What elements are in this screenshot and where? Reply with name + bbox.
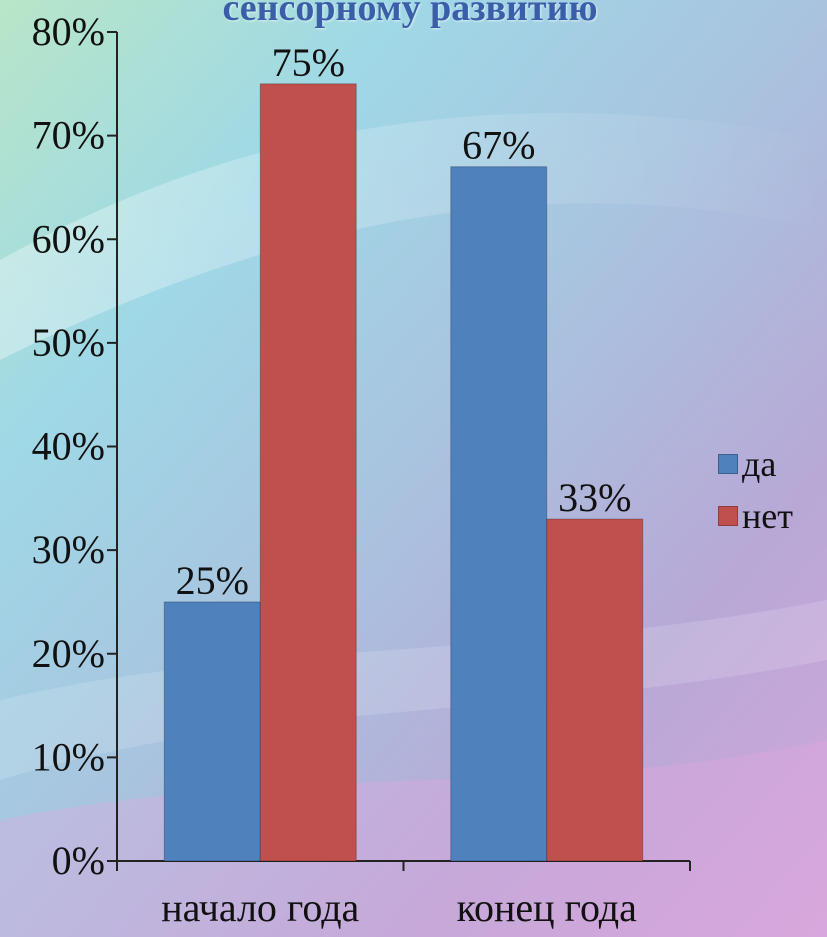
y-tick-label: 10%	[32, 734, 105, 779]
bar	[546, 518, 644, 862]
data-label: 33%	[558, 475, 631, 520]
y-tick-label: 20%	[32, 631, 105, 676]
legend-label-net: нет	[742, 496, 793, 536]
y-tick-label: 40%	[32, 424, 105, 469]
chart-title: сенсорному развитию	[222, 0, 598, 29]
y-tick-label: 60%	[32, 216, 105, 261]
bar	[259, 83, 357, 862]
y-tick-label: 30%	[32, 527, 105, 572]
bar	[163, 601, 261, 862]
legend-item-net: нет	[718, 490, 793, 542]
legend-label-da: да	[742, 444, 777, 484]
data-label: 75%	[272, 40, 345, 85]
chart-legend: да нет	[718, 438, 793, 542]
y-tick-label: 50%	[32, 320, 105, 365]
y-tick-label: 80%	[32, 9, 105, 54]
data-label: 67%	[462, 123, 535, 168]
legend-swatch-da	[718, 454, 738, 474]
x-category-label: конец года	[457, 885, 638, 930]
y-tick-label: 0%	[52, 838, 105, 883]
bar	[450, 166, 548, 862]
legend-swatch-net	[718, 506, 738, 526]
y-tick-label: 70%	[32, 113, 105, 158]
data-label: 25%	[176, 558, 249, 603]
legend-item-da: да	[718, 438, 793, 490]
x-category-label: начало года	[161, 885, 359, 930]
